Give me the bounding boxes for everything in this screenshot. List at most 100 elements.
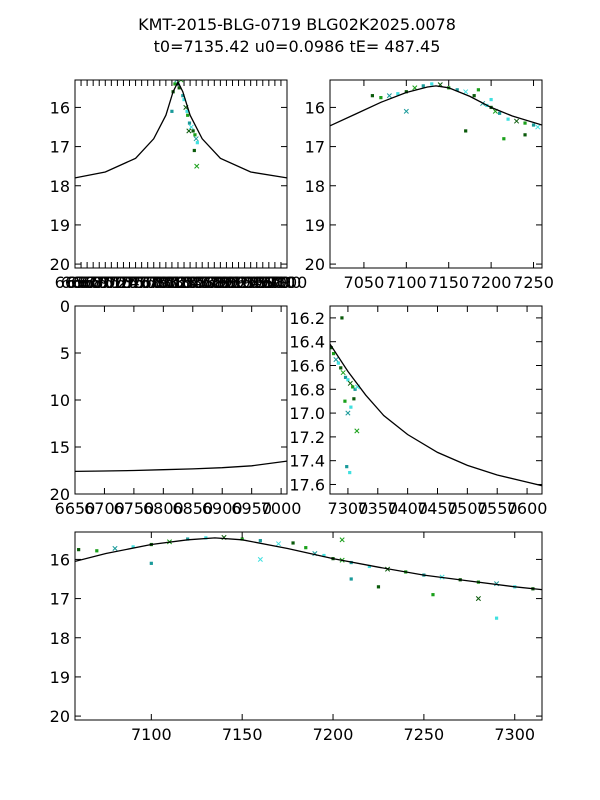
data-point-stroke (186, 128, 192, 134)
data-point-stroke (463, 89, 469, 95)
data-point (339, 366, 343, 370)
x-tick-label: 7250 (404, 725, 445, 744)
y-tick-label: 17.6 (289, 475, 325, 494)
model-curve (75, 537, 542, 591)
y-tick-label: 15 (50, 438, 70, 457)
y-tick-label: 20 (50, 707, 70, 726)
data-point (185, 109, 189, 113)
y-tick-label: 16 (50, 98, 70, 117)
data-point (339, 537, 345, 543)
x-tick-label: 6810 (152, 273, 193, 292)
data-point (170, 109, 174, 113)
x-tick-label: 6750 (115, 273, 156, 292)
data-point (455, 88, 459, 92)
panel-top-right: 7050 7100 7150 7200 7250 16 17 18 19 20 (305, 79, 554, 292)
y-tick-label: 16 (50, 550, 70, 569)
x-tick-label: 6720 (97, 273, 138, 292)
x-tick-label: 6850 (176, 273, 217, 292)
y-tick-label: 18 (50, 177, 70, 196)
data-point (352, 397, 356, 401)
data-point (346, 378, 350, 382)
plot-frame (329, 79, 543, 269)
chart-title-line2: t0=7135.42 u0=0.0986 tE= 487.45 (154, 37, 441, 56)
y-tick-label: 17.2 (289, 428, 325, 447)
data-point (403, 108, 409, 114)
data-point (430, 82, 434, 86)
x-tick-label: 6900 (202, 499, 243, 518)
model-curve (75, 80, 287, 179)
data-point (193, 136, 199, 142)
data-point-stroke (178, 80, 182, 83)
data-point (351, 385, 355, 389)
data-point (291, 541, 295, 545)
data-point-stroke (340, 370, 346, 376)
x-tick-label: 6910 (212, 273, 253, 292)
data-point (506, 117, 510, 121)
x-tick-label: 7600 (507, 499, 548, 518)
data-point (353, 387, 357, 391)
x-tick-label: 6790 (139, 273, 180, 292)
data-point (396, 92, 400, 96)
data-point-stroke (275, 541, 282, 547)
y-tick-label: 18 (50, 629, 70, 648)
x-tick-label: 6940 (230, 273, 271, 292)
x-tick-label: 7200 (313, 725, 354, 744)
x-tick-label: 6730 (103, 273, 144, 292)
data-point (376, 585, 381, 589)
chart-title-line1: KMT-2015-BLG-0719 BLG02K2025.0078 (138, 15, 456, 34)
data-point-stroke (194, 163, 200, 169)
y-tick-label: 0 (60, 297, 70, 316)
x-tick-label: 6770 (127, 273, 168, 292)
data-point (195, 141, 199, 145)
y-tick-label: 17 (50, 138, 70, 157)
x-tick-label: 7550 (477, 499, 518, 518)
y-tick-label: 20 (50, 485, 70, 504)
x-tick-label: 6710 (91, 273, 132, 292)
data-point (348, 470, 352, 475)
x-tick-label: 7350 (357, 499, 398, 518)
model-curve (330, 343, 542, 487)
data-point (304, 546, 308, 550)
x-tick-label: 6740 (109, 273, 150, 292)
data-point (347, 380, 353, 386)
data-point (535, 124, 541, 130)
data-point (191, 129, 195, 133)
x-tick-label: 7200 (471, 273, 512, 292)
x-tick-label: 7000 (267, 273, 308, 292)
data-point (354, 428, 360, 434)
data-point (194, 163, 200, 169)
data-point (472, 94, 476, 98)
data-point-stroke (180, 80, 184, 83)
x-tick-label: 6970 (248, 273, 289, 292)
data-point (340, 370, 346, 376)
data-point-stroke (403, 108, 409, 114)
y-tick-label: 17 (50, 590, 70, 609)
y-tick-label: 16.2 (289, 309, 325, 328)
data-point (187, 121, 192, 125)
data-point (343, 375, 348, 379)
data-point (149, 561, 153, 565)
data-point (333, 356, 339, 363)
data-point (95, 549, 99, 553)
x-tick-label: 7450 (417, 499, 458, 518)
data-point (257, 556, 263, 562)
y-tick-label: 5 (60, 344, 70, 363)
data-point (523, 121, 527, 125)
panel-bottom: 7100 7150 7200 7250 7300 16 17 18 19 20 (50, 531, 543, 744)
x-tick-label: 6950 (236, 273, 277, 292)
data-point (421, 84, 425, 88)
data-point (173, 82, 177, 86)
data-point (345, 465, 349, 469)
data-point (240, 537, 244, 541)
x-tick-label: 6700 (85, 273, 126, 292)
data-point-stroke (345, 410, 351, 416)
x-tick-label: 6840 (170, 273, 211, 292)
data-point-stroke (347, 380, 353, 386)
x-tick-label: 6850 (172, 499, 213, 518)
data-point (204, 536, 208, 540)
data-point (431, 593, 435, 597)
x-tick-label: 6750 (114, 499, 155, 518)
